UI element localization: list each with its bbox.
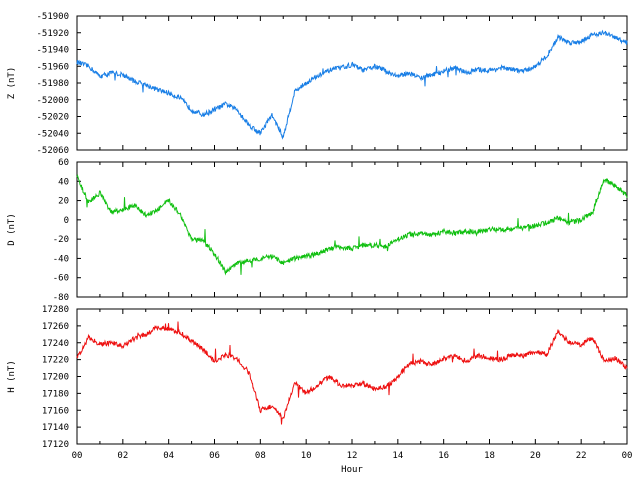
d-y-tick-label: -20 bbox=[53, 235, 69, 245]
z-y-tick-label: -52000 bbox=[36, 96, 69, 106]
d-y-tick-label: -80 bbox=[53, 293, 69, 303]
z-y-tick-label: -52060 bbox=[36, 146, 69, 156]
h-y-axis-label: H (nT) bbox=[7, 360, 17, 393]
h-series-line bbox=[76, 321, 628, 425]
x-tick-label: 22 bbox=[576, 451, 587, 461]
h-y-tick-label: 17280 bbox=[42, 305, 69, 315]
h-y-tick-label: 17220 bbox=[42, 356, 69, 366]
d-y-tick-label: -60 bbox=[53, 274, 69, 284]
x-tick-label: 00 bbox=[622, 451, 633, 461]
z-y-tick-label: -52020 bbox=[36, 113, 69, 123]
h-y-tick-label: 17120 bbox=[42, 440, 69, 450]
d-y-tick-label: 60 bbox=[58, 158, 69, 168]
h-y-tick-label: 17200 bbox=[42, 373, 69, 383]
d-series-line bbox=[76, 174, 628, 276]
z-panel-frame bbox=[76, 15, 628, 151]
d-y-tick-label: 0 bbox=[64, 216, 69, 226]
h-y-tick-label: 17180 bbox=[42, 389, 69, 399]
h-y-tick-label: 17160 bbox=[42, 406, 69, 416]
z-y-tick-label: -51920 bbox=[36, 29, 69, 39]
d-y-tick-label: -40 bbox=[53, 254, 69, 264]
x-tick-label: 08 bbox=[255, 451, 266, 461]
x-tick-label: 20 bbox=[530, 451, 541, 461]
z-y-tick-label: -52040 bbox=[36, 129, 69, 139]
x-tick-label: 12 bbox=[347, 451, 358, 461]
d-y-axis-label: D (nT) bbox=[7, 213, 17, 246]
x-tick-label: 04 bbox=[163, 451, 174, 461]
z-y-tick-label: -51900 bbox=[36, 12, 69, 22]
x-tick-label: 14 bbox=[392, 451, 403, 461]
x-tick-label: 02 bbox=[117, 451, 128, 461]
d-y-tick-label: 40 bbox=[58, 177, 69, 187]
x-tick-label: 16 bbox=[438, 451, 449, 461]
d-y-tick-label: 20 bbox=[58, 197, 69, 207]
h-y-tick-label: 17260 bbox=[42, 322, 69, 332]
z-y-tick-label: -51980 bbox=[36, 79, 69, 89]
x-axis-label: Hour bbox=[341, 465, 363, 475]
x-tick-label: 18 bbox=[484, 451, 495, 461]
x-tick-label: 10 bbox=[301, 451, 312, 461]
h-y-tick-label: 17140 bbox=[42, 423, 69, 433]
z-y-tick-label: -51960 bbox=[36, 62, 69, 72]
z-series-line bbox=[76, 29, 628, 140]
d-panel-frame bbox=[76, 161, 628, 298]
x-tick-label: 00 bbox=[72, 451, 83, 461]
h-y-tick-label: 17240 bbox=[42, 339, 69, 349]
z-y-axis-label: Z (nT) bbox=[7, 67, 17, 100]
x-tick-label: 06 bbox=[209, 451, 220, 461]
z-y-tick-label: -51940 bbox=[36, 46, 69, 56]
